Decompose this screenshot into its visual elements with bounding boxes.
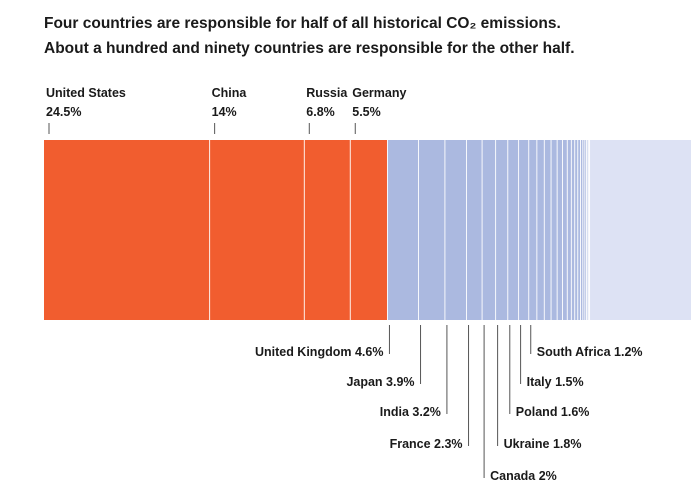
bottom-label-japan-3-9: Japan 3.9%	[346, 375, 414, 389]
bar-segment-27	[587, 140, 589, 320]
bar-segment-26	[586, 140, 588, 320]
bar-segment-remaining-countries	[589, 140, 691, 320]
bar-segment-france	[466, 140, 483, 320]
bar-segment-18	[562, 140, 568, 320]
bar-segment-25	[584, 140, 587, 320]
top-label-value-united-states: 24.5%	[46, 105, 81, 119]
bar-segment-23	[580, 140, 583, 320]
bar-segment-20	[571, 140, 575, 320]
top-label-value-germany: 5.5%	[352, 105, 381, 119]
bar-segment-24	[582, 140, 585, 320]
bar-segment-16	[551, 140, 558, 320]
bottom-label-south-africa-1-2: South Africa 1.2%	[537, 345, 643, 359]
bar-segment-14	[536, 140, 545, 320]
bottom-label-ukraine-1-8: Ukraine 1.8%	[504, 437, 582, 451]
chart-title-line-1: Four countries are responsible for half …	[44, 15, 561, 32]
top-label-country-germany: Germany	[352, 86, 406, 100]
bar-segment-ukraine	[495, 140, 508, 320]
bar-segment-15	[544, 140, 552, 320]
bar-segment-germany	[350, 140, 388, 320]
bottom-label-france-2-3: France 2.3%	[390, 437, 463, 451]
bar-segment-22	[577, 140, 581, 320]
top-label-value-china: 14%	[212, 105, 237, 119]
bar-segment-poland	[507, 140, 519, 320]
bar-segment-china	[209, 140, 305, 320]
top-label-country-china: China	[212, 86, 248, 100]
bar-segment-17	[557, 140, 563, 320]
chart-title-line-2: About a hundred and ninety countries are…	[44, 40, 575, 57]
bar-segment-russia	[304, 140, 351, 320]
bar-segment-south-africa	[528, 140, 537, 320]
bar-segment-canada	[482, 140, 496, 320]
bar-segment-united-kingdom	[387, 140, 419, 320]
bottom-label-canada-2: Canada 2%	[490, 469, 557, 483]
top-label-country-united-states: United States	[46, 86, 126, 100]
bar-segment-united-states	[44, 140, 210, 320]
bar-segment-italy	[518, 140, 529, 320]
bottom-label-italy-1-5: Italy 1.5%	[527, 375, 584, 389]
bar-segment-japan	[418, 140, 445, 320]
top-label-value-russia: 6.8%	[306, 105, 335, 119]
bar-segment-india	[444, 140, 467, 320]
bottom-label-united-kingdom-4-6: United Kingdom 4.6%	[255, 345, 383, 359]
bottom-label-india-3-2: India 3.2%	[380, 405, 441, 419]
top-label-country-russia: Russia	[306, 86, 348, 100]
bar-segment-19	[567, 140, 572, 320]
chart-title: Four countries are responsible for half …	[44, 11, 684, 61]
bottom-label-poland-1-6: Poland 1.6%	[516, 405, 590, 419]
bar-segment-21	[574, 140, 578, 320]
